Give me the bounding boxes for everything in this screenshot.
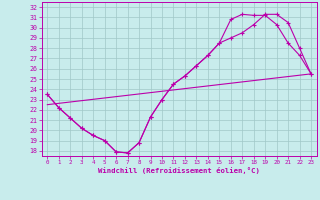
X-axis label: Windchill (Refroidissement éolien,°C): Windchill (Refroidissement éolien,°C): [98, 167, 260, 174]
